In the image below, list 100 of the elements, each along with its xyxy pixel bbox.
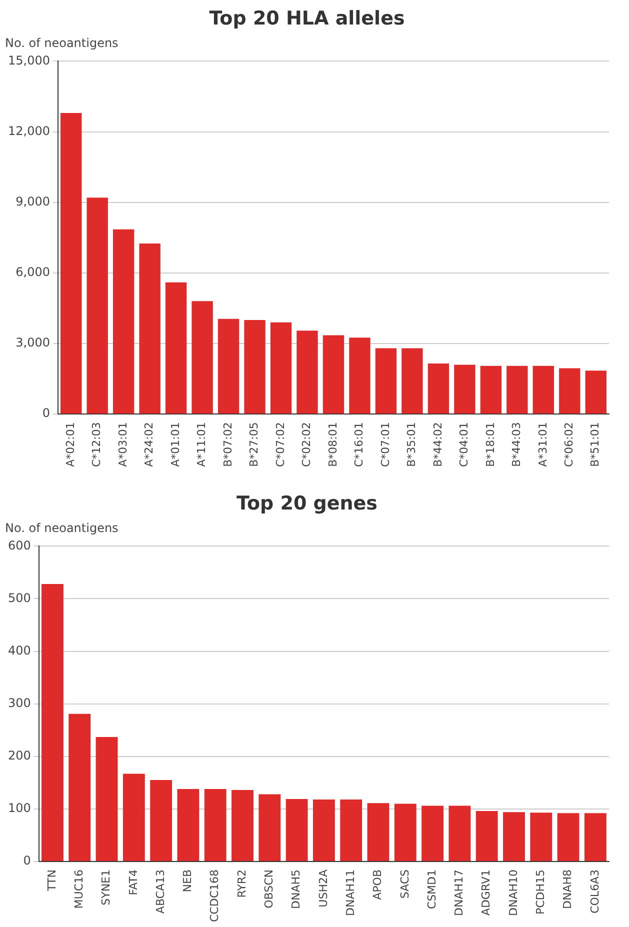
x-tick-label: A*02:01 <box>64 422 77 467</box>
bar <box>42 584 64 861</box>
x-tick-label: A*11:01 <box>195 422 208 467</box>
x-tick-label: NEB <box>181 869 194 892</box>
bar <box>448 806 471 861</box>
x-tick-label: B*08:01 <box>326 422 340 467</box>
bar <box>165 282 187 414</box>
y-tick-label: 9,000 <box>16 194 50 208</box>
y-tick-label: 300 <box>8 696 31 710</box>
bar <box>349 338 370 414</box>
bar <box>112 229 134 414</box>
bar <box>244 320 266 414</box>
x-tick-label: DNAH17 <box>452 869 466 916</box>
y-tick-label: 100 <box>8 801 31 816</box>
x-tick-label: USH2A <box>316 869 330 908</box>
x-tick-label: APOB <box>371 869 384 900</box>
bar <box>557 813 580 861</box>
x-tick-label: B*07:02 <box>221 422 234 467</box>
bar <box>454 364 476 414</box>
x-tick-label: A*03:01 <box>116 422 130 467</box>
x-tick-label: C*16:01 <box>352 422 366 468</box>
bar <box>506 366 528 414</box>
bar <box>68 714 91 861</box>
bar <box>286 798 308 861</box>
x-tick-label: DNAH5 <box>290 869 303 909</box>
x-tick-label: OBSCN <box>262 869 276 908</box>
bar <box>559 368 580 414</box>
x-tick-label: TTN <box>45 869 58 892</box>
bar <box>394 804 416 861</box>
x-tick-label: DNAH10 <box>506 869 520 916</box>
bar <box>139 244 160 414</box>
bar <box>402 348 423 414</box>
x-tick-label: DNAH8 <box>561 869 574 909</box>
y-tick-label: 15,000 <box>8 53 50 68</box>
x-tick-label: C*06:02 <box>562 422 576 468</box>
bar <box>232 790 254 861</box>
bar <box>585 370 606 414</box>
y-tick-label: 12,000 <box>8 124 50 138</box>
x-tick-label: B*44:02 <box>431 422 444 467</box>
chart-title: Top 20 genes <box>236 492 378 514</box>
x-tick-label: B*44:03 <box>510 422 524 467</box>
bar <box>296 330 318 414</box>
y-tick-label: 0 <box>42 406 50 420</box>
bar <box>476 811 498 861</box>
x-tick-label: FAT4 <box>126 869 140 896</box>
x-tick-label: B*35:01 <box>405 422 418 467</box>
bar <box>86 198 108 414</box>
bar <box>584 813 606 861</box>
x-tick-label: DNAH11 <box>344 869 357 916</box>
x-tick-label: COL6A3 <box>588 869 602 914</box>
bar <box>192 301 213 414</box>
y-axis-title: No. of neoantigens <box>5 36 118 50</box>
bar <box>204 788 226 861</box>
y-tick-label: 400 <box>8 643 31 658</box>
x-tick-label: RYR2 <box>235 869 248 898</box>
x-tick-label: ABCA13 <box>154 869 167 914</box>
x-tick-label: C*04:01 <box>458 422 471 468</box>
y-tick-label: 200 <box>8 748 31 763</box>
y-tick-label: 600 <box>8 538 31 552</box>
bar <box>428 364 450 414</box>
x-tick-label: PCDH15 <box>534 869 547 915</box>
bar <box>503 812 525 861</box>
y-tick-label: 3,000 <box>16 336 50 350</box>
x-tick-label: A*01:01 <box>168 422 182 467</box>
bar <box>270 322 292 414</box>
bar <box>530 812 552 861</box>
x-tick-label: C*07:02 <box>274 422 287 468</box>
bar <box>122 774 145 861</box>
bar <box>60 112 82 414</box>
y-axis-title: No. of neoantigens <box>5 521 118 536</box>
bar <box>340 799 362 861</box>
x-tick-label: C*02:02 <box>300 422 314 468</box>
x-tick-label: SYNE1 <box>100 869 113 906</box>
chart-title: Top 20 HLA alleles <box>209 7 405 30</box>
x-tick-label: A*24:02 <box>142 422 156 467</box>
bar <box>177 788 200 861</box>
bar <box>218 318 240 414</box>
bar <box>150 780 172 861</box>
bar <box>96 736 118 861</box>
bar <box>480 366 502 414</box>
x-tick-label: MUC16 <box>72 869 86 909</box>
x-tick-label: B*51:01 <box>588 422 602 467</box>
x-tick-label: B*18:01 <box>484 422 497 467</box>
bar <box>532 366 554 414</box>
bar <box>312 799 335 861</box>
x-tick-label: B*27:05 <box>248 422 261 467</box>
x-tick-label: ADGRV1 <box>480 869 493 916</box>
bar <box>375 348 397 414</box>
bar <box>322 335 344 414</box>
x-tick-label: A*31:01 <box>536 422 550 467</box>
y-tick-label: 6,000 <box>16 265 50 280</box>
x-tick-label: CCDC168 <box>208 869 222 922</box>
x-tick-label: C*07:01 <box>378 422 392 468</box>
y-tick-label: 0 <box>23 854 31 868</box>
y-tick-label: 500 <box>8 590 31 605</box>
x-tick-label: CSMD1 <box>425 869 438 910</box>
x-tick-label: SACS <box>398 869 412 899</box>
bar <box>258 794 281 861</box>
bar <box>422 806 444 861</box>
bar <box>367 803 390 861</box>
